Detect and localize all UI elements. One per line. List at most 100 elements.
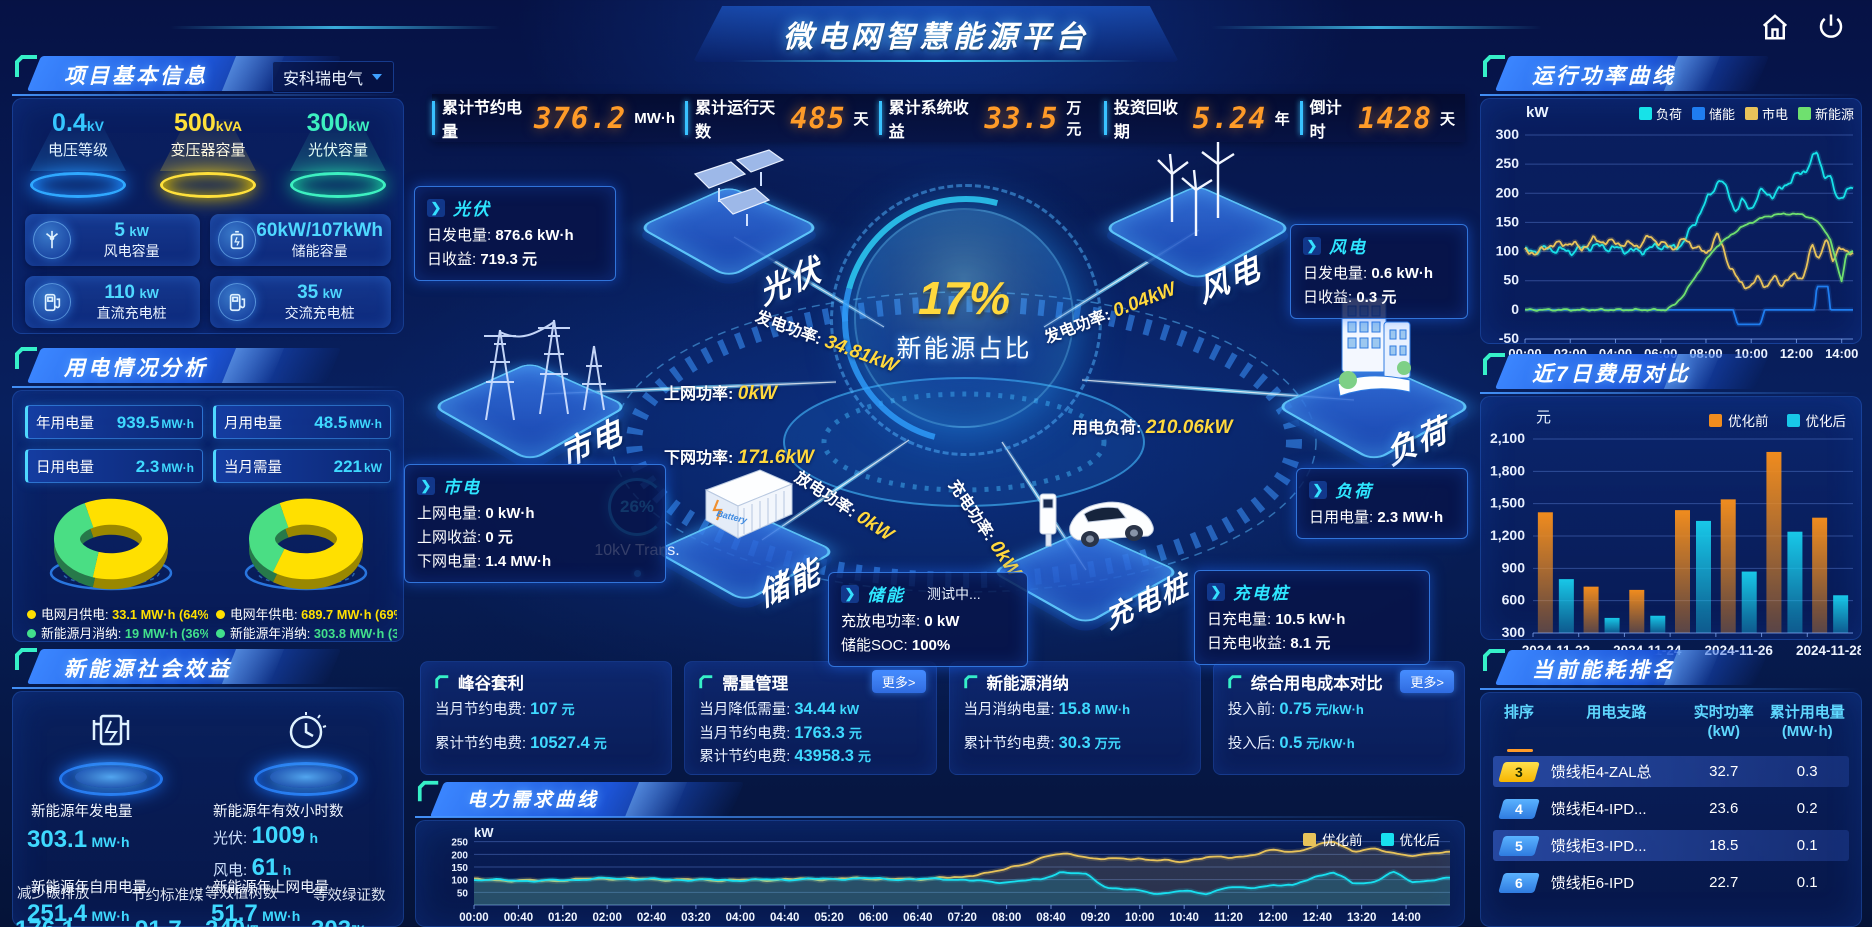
svg-text:14:00: 14:00 [1825,346,1858,361]
svg-text:1,800: 1,800 [1490,462,1525,478]
benefit-cards-row: 峰谷套利 当月节约电费: 107 元 累计节约电费: 10527.4 元 需量管… [420,661,1465,775]
panel-title: 当前能耗排名 [1532,659,1676,682]
svg-text:11:20: 11:20 [1214,912,1243,924]
grid-info-box: ❯ 市电 上网电量: 0 kW·h 上网收益: 0 元 下网电量: 1.4 MW·… [404,464,666,583]
svg-text:200: 200 [451,850,468,861]
legend-item: 新能源年消纳: 303.8 MW·h (31% [216,624,397,643]
svg-text:04:00: 04:00 [726,912,755,924]
info-row: 储能SOC: 100% [841,637,951,654]
pv-info-box: ❯ 光伏 日发电量: 876.6 kW·h 日收益: 719.3 元 [414,186,616,281]
node-wind[interactable]: 风电 [1102,142,1293,312]
cost-compare-chart: 3006009001,2001,5001,8002,1002024-11-222… [1490,430,1861,658]
card-corner-icon [435,674,449,688]
info-row: 日充电收益: 8.1 元 [1207,635,1331,652]
panel-corner-icon [15,55,37,77]
card-row: 当月节约电费: 107 元 [435,700,575,718]
node-storage[interactable]: Battery 储能 [653,469,837,622]
self-use-label: 新能源年自用电量 [31,880,147,896]
certs-value: 303张 [311,916,365,927]
svg-text:08:00: 08:00 [992,912,1021,924]
info-row: 日充电量: 10.5 kW·h [1207,611,1346,628]
coal-value: 91.7 t [135,916,191,927]
ranking-row[interactable]: 4 馈线柜4-IPD... 23.6 0.2 [1493,793,1849,824]
building-icon [1337,297,1411,397]
panel-social-benefit: 新能源社会效益 新能源年发电量 303.1 MW·h 新能源年有效小时数 光伏:… [12,645,404,927]
title-banner: 微电网智慧能源平台 [693,6,1179,62]
svg-text:200: 200 [1496,184,1520,200]
more-button[interactable]: 更多> [871,670,926,693]
panel-usage-analysis: 用电情况分析 年用电量 939.5 MW·h 月用电量 48.5 MW·h 日用电量 2.… [12,344,404,642]
panel-title: 电力需求曲线 [467,790,600,811]
svg-text:02:40: 02:40 [637,912,666,924]
renewable-share-orb: 17% 新能源占比 [796,150,1136,490]
svg-text:12:00: 12:00 [1258,912,1287,924]
header-decor-left [170,26,500,29]
legend-item: 优化后 [1380,829,1440,849]
power-chart-legend: 负荷 储能 市电 新能源 [1638,104,1854,123]
svg-text:09:20: 09:20 [1081,912,1110,924]
card-corner-icon [1228,674,1242,688]
node-pv[interactable]: 光伏 [637,149,826,312]
company-select[interactable]: 安科瑞电气 [271,61,394,93]
card-peak-valley-arbitrage: 峰谷套利 当月节约电费: 107 元 累计节约电费: 10527.4 元 [420,661,673,775]
power-icon[interactable] [1816,12,1846,42]
card-corner-icon [699,674,713,688]
battery-icon [218,221,257,259]
svg-text:01:20: 01:20 [548,912,577,924]
svg-text:12:00: 12:00 [1780,346,1813,361]
home-icon[interactable] [1760,12,1790,42]
trees-label: 等效植树数 [205,886,278,902]
chevron-right-icon: ❯ [417,476,435,495]
ranking-row[interactable]: 3 馈线柜4-ZAL总 32.7 0.3 [1493,756,1849,787]
node-grid[interactable]: 市电 [431,310,629,486]
panel-project-info: 项目基本信息 安科瑞电气 0.4kV 电压等级 500kVA 变压器容量 300… [12,52,404,334]
panel-demand-curve: 电力需求曲线 kW 优化前 优化后 50 100 150 200 250 00:00 00:… [415,778,1465,927]
svg-text:10:00: 10:00 [1125,912,1154,924]
ranking-table-header: 排序 用电支路 实时功率 (kW) 累计用电量 (MW·h) [1503,704,1845,740]
to-grid-value: 51.7 MW·h [211,900,301,927]
ranking-row[interactable]: 5 馈线柜3-IPD... 18.5 0.1 [1493,830,1849,861]
card-demand-management: 需量管理 更多> 当月降低需量: 34.44 kW 当月节约电费: 1763.3… [684,661,937,775]
panel-corner-icon [1483,55,1505,77]
rank-badge: 6 [1497,872,1540,893]
ac-charger-icon [218,283,257,321]
ev-car-icon [1039,493,1154,547]
svg-text:2024-11-28: 2024-11-28 [1796,643,1861,658]
panel-power-curve: 运行功率曲线 kW 负荷 储能 市电 新能源 -50 0 50 100 150 200 25… [1480,52,1862,361]
legend-item: 新能源月消纳: 19 MW·h (36%) [27,624,208,643]
svg-text:250: 250 [451,838,468,849]
stat-system-income: 累计系统收益 33.5 万元 [878,94,1104,142]
storage-capacity-card: 60kW/107kWh 储能容量 [210,214,391,266]
ranking-row[interactable]: 6 馈线柜6-IPD 22.7 0.1 [1493,867,1849,898]
svg-text:600: 600 [1502,592,1526,608]
wind-hours-value: 风电: 61 h [213,854,292,881]
svg-text:04:40: 04:40 [770,912,799,924]
node-charger[interactable]: 充电桩 [990,488,1193,638]
glow-pedestal [29,119,126,198]
trees-value: 240棵 [205,916,259,927]
chevron-right-icon: ❯ [427,198,445,217]
card-row: 当月降低需量: 34.44 kW [699,700,860,718]
info-row: 下网电量: 1.4 MW·h [417,553,552,570]
legend-item: 电网月供电: 33.1 MW·h (64%) [27,605,208,624]
wind-turbine-icon [33,221,71,259]
dc-charger-icon [33,283,71,321]
legend-item: 市电 [1744,104,1788,123]
card-row: 累计节约电费: 10527.4 元 [435,733,607,752]
charger-info-box: ❯ 充电桩 日充电量: 10.5 kW·h 日充电收益: 8.1 元 [1194,570,1430,665]
stat-saved-energy: 累计节约电量 376.2 MW·h [432,94,685,142]
card-row: 当月消纳电量: 15.8 MW·h [963,700,1131,718]
ranking-table: 排序 用电支路 实时功率 (kW) 累计用电量 (MW·h) 3 馈线柜4-ZAL总… [1481,693,1861,898]
more-button[interactable]: 更多> [1400,670,1454,693]
annual-generation-label: 新能源年发电量 [31,804,133,820]
svg-text:14:00: 14:00 [1391,912,1420,924]
y-axis-unit: 元 [1536,409,1552,426]
legend-item: 储能 [1691,104,1735,123]
panel-title: 近7日费用对比 [1532,363,1691,386]
card-cost-comparison: 综合用电成本对比 更多> 投入前: 0.75 元/kW·h 投入后: 0.5 元… [1212,661,1465,775]
node-load[interactable]: 负荷 [1275,297,1473,482]
card-corner-icon [963,674,977,688]
y-axis-unit: kW [1526,104,1549,121]
